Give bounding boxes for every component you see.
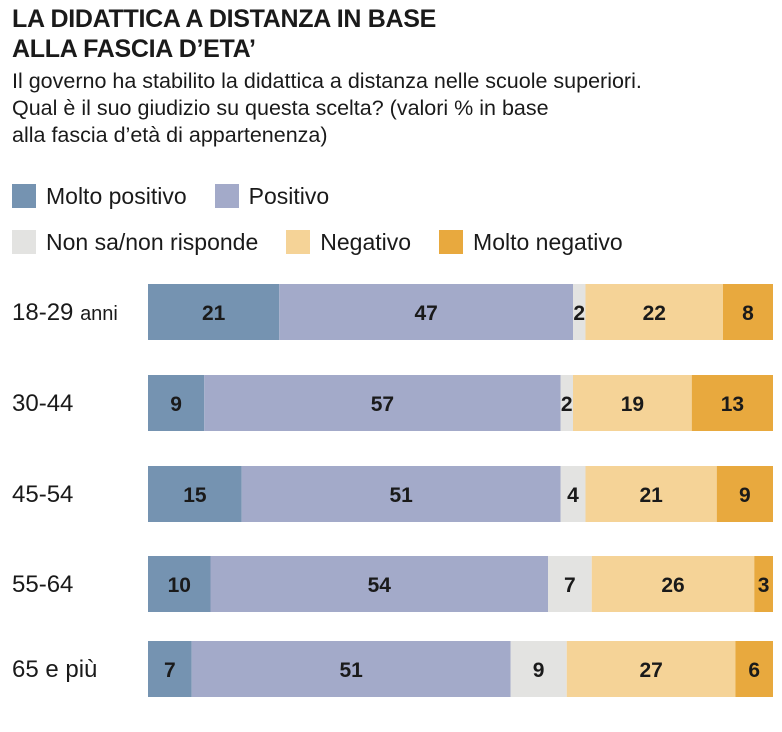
row-label-55-64: 55-64: [12, 571, 73, 598]
bar-segment-65-e-pi-negativo: [566, 641, 736, 697]
data-label-65-e-pi-molto-negativo: 6: [748, 659, 760, 682]
data-label-45-54-molto-negativo: 9: [739, 484, 751, 507]
legend-label-non-sa: Non sa/non risponde: [46, 229, 259, 255]
legend-swatch-positivo: [214, 184, 239, 208]
bar-segment-45-54-molto-positivo: [148, 466, 242, 522]
bar-segment-18-29-anni-negativo: [585, 284, 723, 340]
legend-row-2: Non sa/non risponde Negativo Molto negat…: [12, 228, 651, 256]
row-label-30-44: 30-44: [12, 390, 73, 417]
bar-segment-55-64-positivo: [210, 556, 548, 612]
data-label-55-64-molto-negativo: 3: [758, 574, 770, 597]
data-label-18-29-anni-negativo: 22: [643, 302, 666, 325]
row-label-65-e-pi: 65 e più: [12, 656, 97, 683]
data-label-30-44-positivo: 57: [371, 393, 394, 416]
bar-segment-55-64-molto-positivo: [148, 556, 211, 612]
bar-segment-18-29-anni-non-sa-non-risponde: [573, 284, 586, 340]
chart-subtitle-line-1: Il governo ha stabilito la didattica a d…: [12, 69, 642, 93]
legend-label-molto-negativo: Molto negativo: [473, 229, 623, 255]
data-label-18-29-anni-positivo: 47: [414, 302, 437, 325]
data-label-45-54-positivo: 51: [389, 484, 413, 507]
bar-segment-30-44-non-sa-non-risponde: [560, 375, 573, 431]
bar-segment-45-54-molto-negativo: [716, 466, 773, 522]
chart-subtitle: Il governo ha stabilito la didattica a d…: [12, 68, 772, 149]
legend-swatch-molto-negativo: [439, 230, 464, 254]
data-label-65-e-pi-positivo: 51: [339, 659, 363, 682]
data-label-65-e-pi-non-sa-non-risponde: 9: [533, 659, 545, 682]
chart-title: LA DIDATTICA A DISTANZA IN BASE ALLA FAS…: [12, 4, 436, 64]
legend-swatch-molto-positivo: [12, 184, 36, 208]
legend-swatch-non-sa: [12, 230, 36, 254]
bar-segment-65-e-pi-non-sa-non-risponde: [510, 641, 567, 697]
legend-label-positivo: Positivo: [248, 183, 330, 209]
legend-item-positivo: Positivo: [214, 182, 330, 210]
data-label-55-64-positivo: 54: [368, 574, 392, 597]
legend-item-negativo: Negativo: [286, 228, 411, 256]
chart-subtitle-line-3: alla fascia d’età di appartenenza): [12, 123, 328, 147]
legend-label-molto-positivo: Molto positivo: [46, 183, 187, 209]
bar-segment-30-44-molto-negativo: [691, 375, 773, 431]
data-label-55-64-molto-positivo: 10: [168, 574, 191, 597]
legend-swatch-negativo: [286, 230, 311, 254]
data-label-30-44-molto-positivo: 9: [170, 393, 182, 416]
data-label-65-e-pi-negativo: 27: [639, 659, 662, 682]
bar-segment-65-e-pi-molto-positivo: [148, 641, 192, 697]
data-label-65-e-pi-molto-positivo: 7: [164, 659, 176, 682]
bar-segment-65-e-pi-positivo: [191, 641, 511, 697]
data-label-55-64-non-sa-non-risponde: 7: [564, 574, 576, 597]
legend-item-non-sa: Non sa/non risponde: [12, 228, 258, 256]
legend-item-molto-positivo: Molto positivo: [12, 182, 187, 210]
row-label-18-29-anni: 18-29 anni: [12, 299, 118, 326]
legend-row-1: Molto positivo Positivo: [12, 182, 357, 210]
bar-segment-55-64-non-sa-non-risponde: [548, 556, 592, 612]
bar-segment-45-54-non-sa-non-risponde: [560, 466, 586, 522]
bar-segment-30-44-positivo: [204, 375, 561, 431]
data-label-55-64-negativo: 26: [661, 574, 684, 597]
data-label-45-54-non-sa-non-risponde: 4: [567, 484, 579, 507]
bar-segment-65-e-pi-molto-negativo: [735, 641, 773, 697]
bar-segment-55-64-negativo: [591, 556, 755, 612]
data-label-45-54-negativo: 21: [639, 484, 663, 507]
chart-title-line-2: ALLA FASCIA D’ETA’: [12, 35, 256, 63]
data-label-18-29-anni-molto-positivo: 21: [202, 302, 226, 325]
bar-segment-18-29-anni-positivo: [279, 284, 573, 340]
chart-subtitle-line-2: Qual è il suo giudizio su questa scelta?…: [12, 96, 549, 120]
bar-segment-45-54-negativo: [585, 466, 717, 522]
bar-segment-18-29-anni-molto-positivo: [148, 284, 280, 340]
row-label-45-54: 45-54: [12, 481, 73, 508]
data-label-18-29-anni-non-sa-non-risponde: 2: [573, 302, 585, 325]
bar-segment-30-44-molto-positivo: [148, 375, 205, 431]
data-label-18-29-anni-molto-negativo: 8: [742, 302, 754, 325]
legend-label-negativo: Negativo: [320, 229, 412, 255]
data-label-30-44-molto-negativo: 13: [721, 393, 744, 416]
bar-segment-45-54-positivo: [241, 466, 561, 522]
bar-segment-55-64-molto-negativo: [754, 556, 773, 612]
bar-segment-18-29-anni-molto-negativo: [723, 284, 773, 340]
chart-title-line-1: LA DIDATTICA A DISTANZA IN BASE: [12, 5, 437, 33]
bar-segment-30-44-negativo: [573, 375, 692, 431]
legend-item-molto-negativo: Molto negativo: [439, 228, 623, 256]
data-label-30-44-negativo: 19: [621, 393, 644, 416]
data-label-45-54-molto-positivo: 15: [183, 484, 207, 507]
data-label-30-44-non-sa-non-risponde: 2: [561, 393, 573, 416]
